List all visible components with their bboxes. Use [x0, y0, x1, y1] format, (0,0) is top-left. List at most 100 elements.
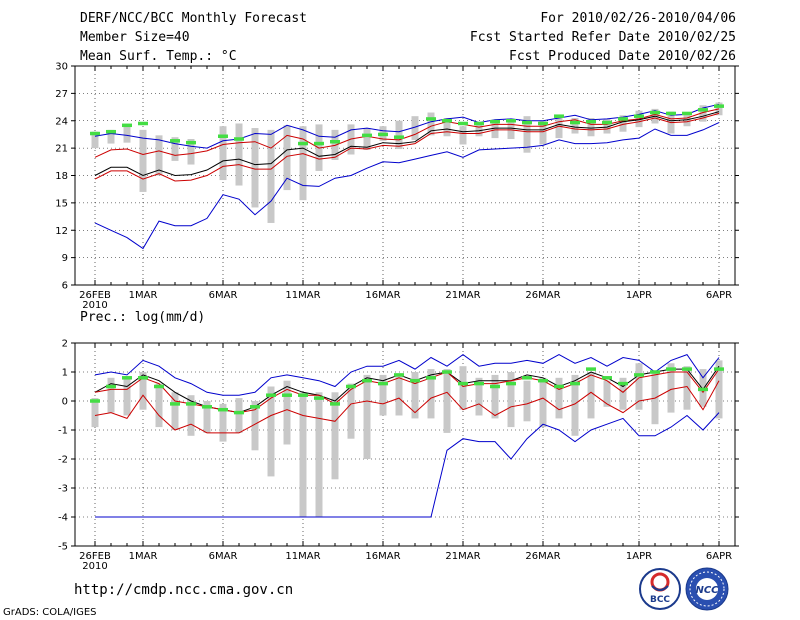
x-tick-label: 26MAR: [525, 551, 560, 562]
y-tick-label: 6: [62, 281, 68, 292]
range-bar: [251, 128, 259, 208]
ncc-logo-text: NCC: [695, 585, 719, 596]
x-tick-label: 26FEB: [79, 290, 111, 301]
x-tick-label: 21MAR: [445, 551, 480, 562]
range-bar: [347, 383, 355, 439]
range-bar: [427, 112, 435, 136]
x-tick-label: 1APR: [626, 290, 652, 301]
range-bar: [603, 118, 611, 134]
x-tick-label: 26MAR: [525, 290, 560, 301]
x-tick-label: 6APR: [706, 551, 732, 562]
range-bar: [155, 135, 163, 176]
range-bar: [603, 380, 611, 407]
range-bar: [203, 401, 211, 433]
y-tick-label: -1: [58, 426, 68, 437]
range-bar: [619, 115, 627, 132]
range-bar: [235, 123, 243, 186]
range-bar: [427, 369, 435, 419]
series-min: [94, 122, 720, 250]
range-bar: [443, 118, 451, 137]
y-tick-label: -5: [58, 542, 68, 553]
series-mean: [94, 368, 720, 414]
series-max: [94, 353, 720, 396]
member-size: Member Size=40: [80, 30, 190, 45]
forecast-period: For 2010/02/26-2010/04/06: [540, 11, 736, 26]
range-bar: [235, 398, 243, 433]
range-bar: [491, 119, 499, 139]
range-bar: [491, 374, 499, 419]
range-bar: [139, 372, 147, 410]
y-tick-label: 0: [62, 397, 68, 408]
y-tick-label: -4: [58, 513, 68, 524]
range-bar: [123, 125, 131, 143]
range-bar: [139, 129, 147, 192]
chart-title: DERF/NCC/BCC Monthly Forecast: [80, 11, 307, 26]
y-tick-label: 1: [62, 368, 68, 379]
range-bar: [267, 129, 275, 223]
produced-date: Fcst Produced Date 2010/02/26: [509, 49, 736, 64]
range-bar: [379, 374, 387, 416]
range-bar: [587, 118, 595, 137]
series-max: [94, 103, 720, 149]
x-tick-label: 6MAR: [209, 551, 238, 562]
range-bar: [715, 360, 723, 419]
source-url[interactable]: http://cmdp.ncc.cma.gov.cn: [74, 582, 294, 598]
x-tick-label: 1MAR: [129, 551, 158, 562]
y-tick-label: 9: [62, 253, 68, 264]
range-bar: [331, 392, 339, 480]
range-bar: [699, 105, 707, 122]
range-bar: [171, 392, 179, 430]
range-bar: [155, 383, 163, 428]
range-bar: [171, 137, 179, 161]
range-bar: [523, 380, 531, 422]
range-bar: [571, 374, 579, 436]
bcc-logo: BCC: [639, 568, 681, 610]
range-bar: [715, 102, 723, 116]
range-bar: [619, 377, 627, 410]
x-tick-label: 21MAR: [445, 290, 480, 301]
y-tick-label: -3: [58, 484, 68, 495]
y-tick-label: 2: [62, 339, 68, 350]
range-bar: [411, 372, 419, 419]
range-bar: [283, 380, 291, 445]
x-tick-year: 2010: [82, 300, 107, 311]
range-bar: [395, 374, 403, 416]
range-bar: [539, 120, 547, 145]
range-bar: [635, 363, 643, 410]
x-tick-label: 1APR: [626, 551, 652, 562]
range-bar: [107, 377, 115, 413]
grads-credit: GrADS: COLA/IGES: [3, 607, 97, 618]
range-bar: [667, 363, 675, 413]
series-upper: [94, 108, 720, 158]
x-tick-label: 6APR: [706, 290, 732, 301]
series-upper: [94, 365, 720, 414]
x-tick-label: 26FEB: [79, 551, 111, 562]
range-bar: [363, 128, 371, 150]
x-tick-label: 11MAR: [285, 290, 320, 301]
y-tick-label: -2: [58, 455, 68, 466]
range-bar: [219, 403, 227, 442]
x-tick-label: 1MAR: [129, 290, 158, 301]
range-bar: [187, 139, 195, 165]
precip-title: Prec.: log(mm/d): [80, 310, 206, 325]
y-tick-label: 21: [55, 144, 68, 155]
range-bar: [587, 372, 595, 419]
y-tick-label: 24: [55, 116, 68, 127]
x-tick-year: 2010: [82, 561, 107, 572]
range-bar: [683, 366, 691, 410]
y-tick-label: 12: [55, 226, 68, 237]
y-tick-label: 27: [55, 89, 68, 100]
range-bar: [283, 125, 291, 191]
range-bar: [299, 126, 307, 201]
ncc-logo: NCC: [685, 567, 729, 611]
series-mean_upper: [94, 111, 720, 177]
range-bar: [555, 377, 563, 419]
range-bar: [123, 377, 131, 416]
y-tick-label: 18: [55, 171, 68, 182]
range-bar: [91, 131, 99, 149]
started-refer-date: Fcst Started Refer Date 2010/02/25: [469, 30, 736, 45]
range-bar: [395, 120, 403, 150]
y-tick-label: 30: [55, 62, 68, 73]
